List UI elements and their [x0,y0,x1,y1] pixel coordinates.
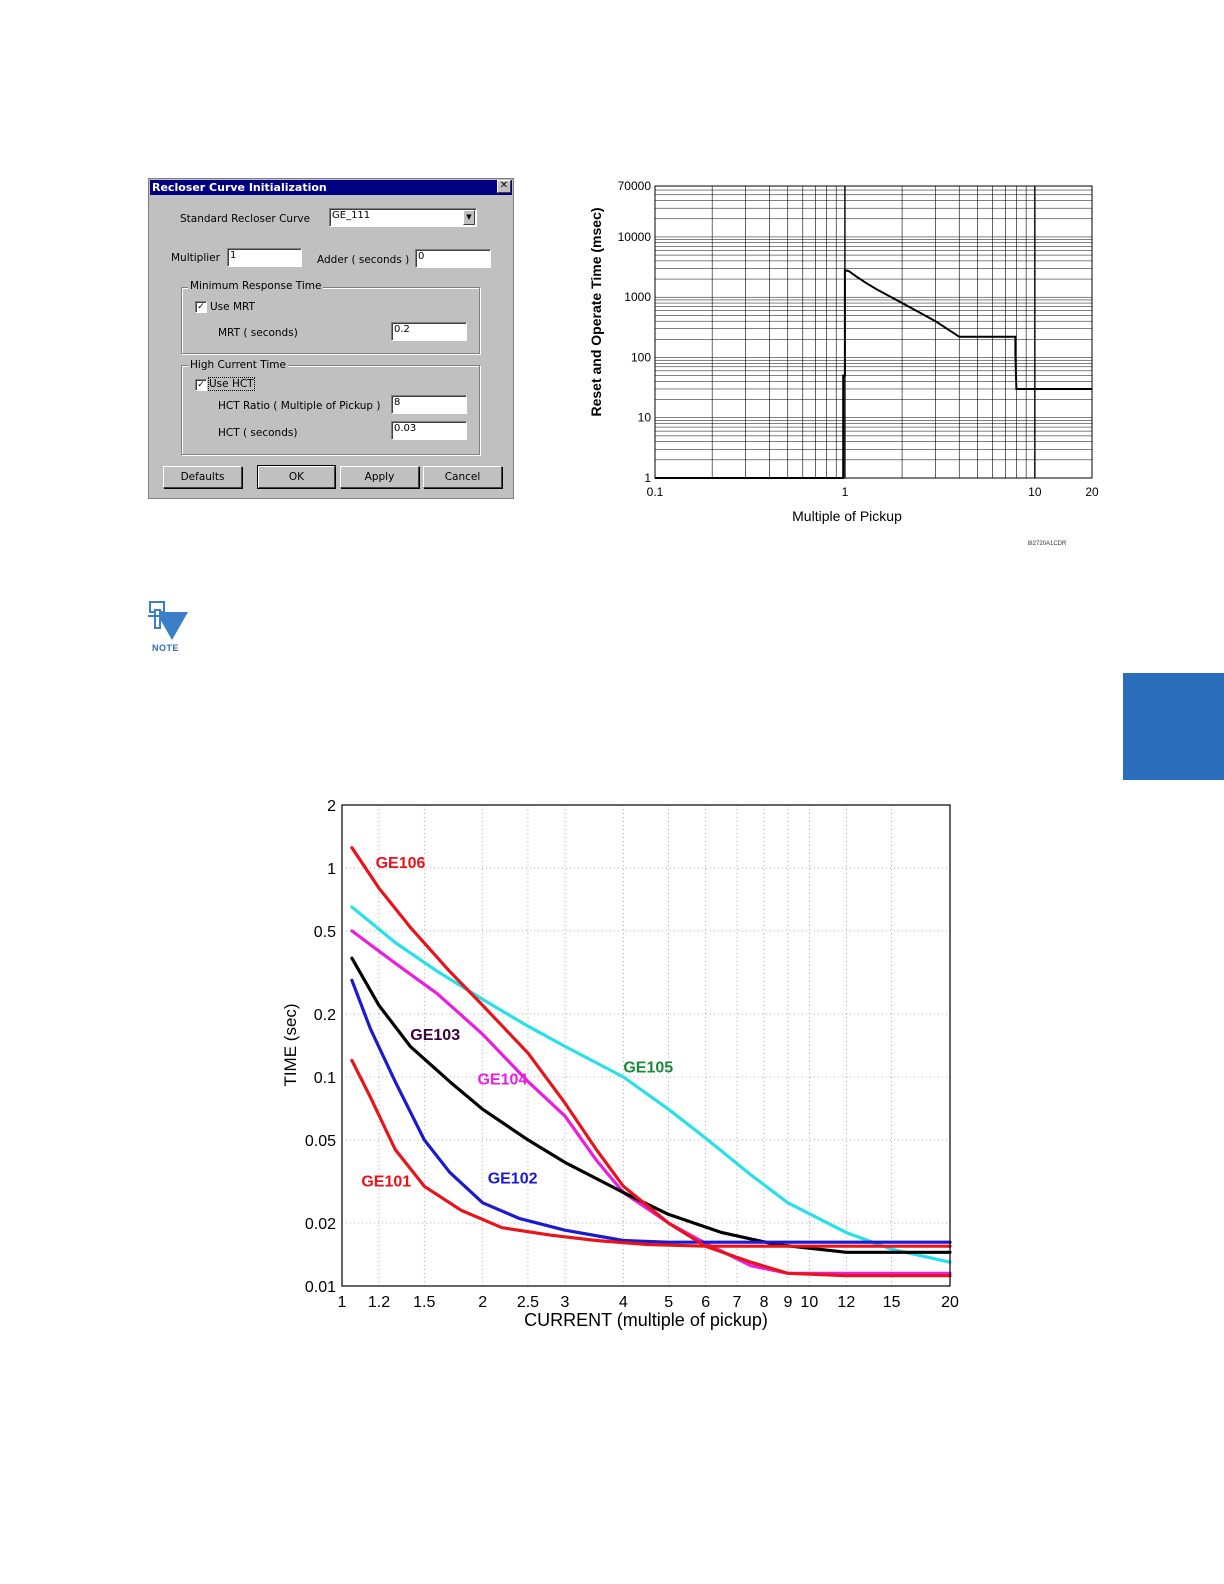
x-tick-label: 4 [619,1294,628,1311]
standard-curve-value: GE_111 [332,210,371,221]
note-icon [148,601,188,640]
series-label-ge101: GE101 [361,1173,411,1190]
mrt-group [181,287,480,354]
apply-button[interactable]: Apply [340,466,419,488]
series-line-ge104 [350,929,952,1275]
x-tick-label: 2 [478,1294,487,1311]
ok-button[interactable]: OK [257,465,336,489]
x-tick-label: 9 [783,1294,792,1311]
section-tab [1123,673,1224,780]
x-tick-label: 0.1 [647,485,664,499]
x-tick-label: 6 [701,1294,710,1311]
x-axis-label: CURRENT (multiple of pickup) [524,1310,768,1330]
y-tick-label: 0.01 [305,1279,336,1296]
x-tick-label: 1 [842,485,849,499]
cancel-button[interactable]: Cancel [423,466,502,488]
y-tick-label: 1 [327,861,336,878]
mrt-label: MRT ( seconds) [218,327,298,339]
use-mrt-checkbox[interactable]: ✓ [195,301,207,313]
y-tick-label: 0.02 [305,1216,336,1233]
hct-label: HCT ( seconds) [218,427,298,439]
x-axis-label: Multiple of Pickup [792,508,902,524]
x-tick-label: 15 [883,1294,901,1311]
x-tick-label: 12 [837,1294,855,1311]
adder-label: Adder ( seconds ) [317,254,410,266]
series-line-ge101 [350,1058,952,1248]
y-tick-label: 1000 [624,290,651,304]
defaults-button[interactable]: Defaults [163,466,242,488]
x-tick-label: 3 [561,1294,570,1311]
y-axis-label: TIME (sec) [281,1003,300,1086]
x-tick-label: 7 [732,1294,741,1311]
x-tick-label: 10 [1028,485,1042,499]
x-tick-label: 1.5 [413,1294,435,1311]
multiplier-label: Multiplier [171,252,220,264]
series-line-ge103 [350,956,952,1254]
use-hct-checkbox[interactable]: ✓ [195,379,207,391]
hct-group-label: High Current Time [188,359,288,371]
y-tick-label: 100 [631,350,651,364]
x-tick-label: 20 [1085,485,1099,499]
standard-curve-select[interactable]: GE_111 ▼ [329,208,477,227]
adder-input[interactable]: 0 [415,249,491,268]
x-tick-label: 1.2 [368,1294,390,1311]
recloser-curves-chart: 1 1.2 1.5 2 2.5 3 4 5 6 7 8 9 10 12 15 200.010.020.050.… [281,798,959,1330]
note-label: NOTE [152,643,180,653]
x-tick-label: 5 [664,1294,673,1311]
hct-ratio-input[interactable]: 8 [391,395,467,414]
series-line-ge105 [350,905,952,1264]
y-tick-label: 70000 [618,179,652,193]
hct-group [181,365,480,455]
mrt-group-label: Minimum Response Time [188,280,324,292]
y-tick-label: 0.05 [305,1133,336,1150]
y-axis-label: Reset and Operate Time (msec) [588,207,604,416]
standard-curve-label: Standard Recloser Curve [180,213,311,225]
y-tick-label: 0.1 [314,1070,336,1087]
series-label-ge102: GE102 [488,1170,538,1187]
figure-code: 8I2720A1CDR [1028,541,1067,547]
y-tick-label: 1 [644,471,651,485]
close-icon[interactable]: ✕ [497,180,511,193]
series-label-ge103: GE103 [410,1027,460,1044]
y-tick-label: 2 [327,798,336,815]
x-tick-label: 10 [800,1294,818,1311]
series-label-ge104: GE104 [478,1072,528,1089]
recloser-curve-dialog: Recloser Curve Initialization ✕ Standard… [148,178,514,499]
series-line-ge102 [350,978,952,1244]
chevron-down-icon[interactable]: ▼ [463,210,475,225]
multiplier-input[interactable]: 1 [227,248,302,267]
y-tick-label: 10000 [618,230,652,244]
series-label-ge106: GE106 [376,855,426,872]
series-label-ge105: GE105 [623,1060,673,1077]
mrt-input[interactable]: 0.2 [391,322,467,341]
dialog-title: Recloser Curve Initialization [150,180,512,195]
y-tick-label: 0.2 [314,1007,336,1024]
x-tick-label: 8 [760,1294,769,1311]
hct-input[interactable]: 0.03 [391,421,467,440]
reset-operate-curve [655,268,1092,479]
x-tick-label: 1 [338,1294,347,1311]
y-tick-label: 10 [638,411,652,425]
x-tick-label: 20 [941,1294,959,1311]
use-mrt-label: Use MRT [210,301,255,313]
use-hct-label: Use HCT [208,377,255,391]
series-line-ge106 [350,846,952,1278]
x-tick-label: 2.5 [517,1294,539,1311]
hct-ratio-label: HCT Ratio ( Multiple of Pickup ) [218,400,381,412]
y-tick-label: 0.5 [314,924,336,941]
